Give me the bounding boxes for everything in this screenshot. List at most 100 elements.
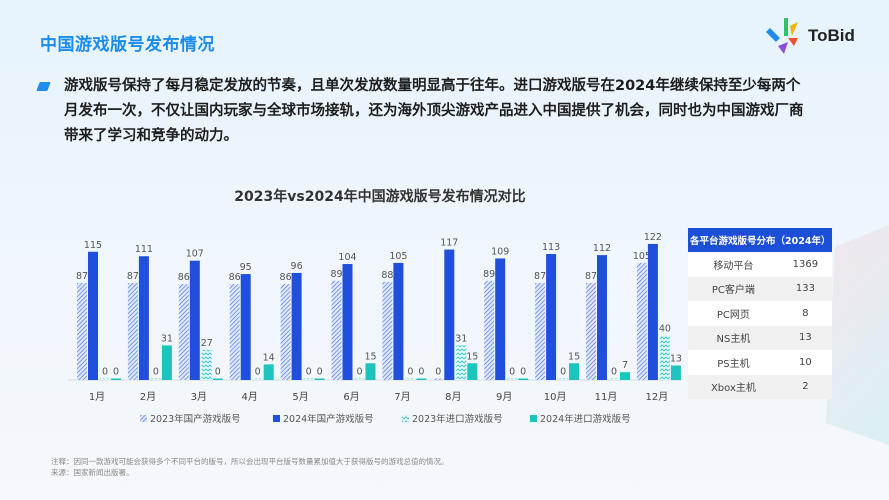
data-label: 86 [229,272,241,283]
bar [609,378,619,380]
platform-count: 133 [778,276,832,301]
data-label: 0 [356,367,362,378]
data-label: 15 [568,351,580,362]
bar [229,284,240,380]
data-label: 31 [455,333,467,344]
data-label: 15 [364,351,376,362]
bar [189,260,200,380]
bar [240,274,251,380]
data-label: 86 [178,272,190,283]
platform-count: 2 [778,374,832,399]
data-label: 105 [633,251,651,262]
bar [597,255,607,380]
data-label: 13 [670,354,682,365]
bar [303,378,314,380]
data-label: 0 [560,367,566,378]
summary-paragraph: 游戏版号保持了每月稳定发放的节奏，且单次发放数量明显高于往年。进口游戏版号在20… [64,78,804,144]
bar [212,378,223,380]
bar [467,363,478,380]
data-label: 0 [611,367,617,378]
bar [365,363,376,380]
bar [484,280,495,380]
bar [405,378,416,380]
bar [647,243,658,380]
bar [263,364,274,380]
bar [507,378,518,380]
data-label: 87 [585,271,597,282]
platform-count: 1369 [792,258,819,270]
data-label: 0 [407,367,413,378]
bar [393,262,404,380]
legend-swatch [273,415,280,422]
bar [161,345,172,380]
data-label: 7 [622,360,628,371]
data-label: 104 [338,252,356,263]
bar [127,282,138,380]
logo: ToBid [766,16,855,56]
bar [111,378,121,380]
data-label: 113 [542,242,560,253]
data-label: 107 [186,249,204,260]
data-label: 117 [440,238,458,249]
data-label: 0 [317,367,323,378]
legend-swatch [140,415,147,422]
data-label: 14 [263,352,275,363]
bar [558,378,569,380]
x-tick-label: 7月 [394,391,410,403]
bar [433,378,444,380]
platform-name: Xbox主机 [688,374,779,399]
data-label: 0 [306,367,312,378]
table-row: Xbox主机 2 [688,374,832,399]
data-label: 111 [135,244,153,255]
platform-name: PC网页 [716,309,750,321]
x-tick-label: 11月 [595,391,618,403]
bar [444,249,455,380]
platform-count: 13 [778,325,832,350]
tobid-logo-icon [766,18,798,54]
decoration [826,225,889,445]
bar [535,282,546,380]
bar [659,335,670,380]
chart-title: 2023年vs2024年中国游戏版号发布情况对比 [234,189,526,205]
data-label: 0 [418,367,424,378]
x-tick-label: 3月 [191,391,207,403]
legend-swatch [402,415,409,422]
data-label: 0 [509,367,515,378]
bar [252,378,263,380]
data-label: 86 [280,272,292,283]
data-label: 115 [84,240,102,251]
page-title: 中国游戏版号发布情况 [40,35,215,55]
x-tick-label: 6月 [343,391,359,403]
footnote: 注释：因同一款游戏可能会获得多个不同平台的版号，所以会出现平台版号数量累加值大于… [51,456,449,478]
data-label: 31 [161,333,173,344]
platform-name: 移动平台 [713,260,754,272]
table-row: NS主机 13 [688,325,832,350]
platform-count: 8 [802,307,809,319]
legend-swatch [530,415,537,422]
bar [314,378,325,380]
bar [620,372,630,380]
legend-label: 2024年进口游戏版号 [540,413,631,425]
legend-label: 2024年国产游戏版号 [283,413,374,425]
table-title: 各平台游戏版号分布（2024年） [688,228,832,252]
data-label: 27 [201,338,213,349]
platform-name: PC客户端 [688,276,779,301]
bar [201,349,212,380]
bar [546,254,557,380]
platform-name: NS主机 [688,325,779,350]
x-tick-label: 1月 [89,391,105,403]
data-label: 0 [255,367,261,378]
source-text: 来源：国家新闻出版署。 [51,468,134,477]
data-label: 88 [381,270,393,281]
legend-label: 2023年进口游戏版号 [412,413,503,425]
bar [150,378,161,380]
data-label: 89 [330,269,342,280]
data-label: 87 [534,271,546,282]
data-label: 0 [435,367,441,378]
data-label: 0 [113,367,119,378]
data-label: 122 [644,232,662,243]
data-label: 89 [483,269,495,280]
bar [331,280,342,380]
x-tick-label: 10月 [544,391,567,403]
